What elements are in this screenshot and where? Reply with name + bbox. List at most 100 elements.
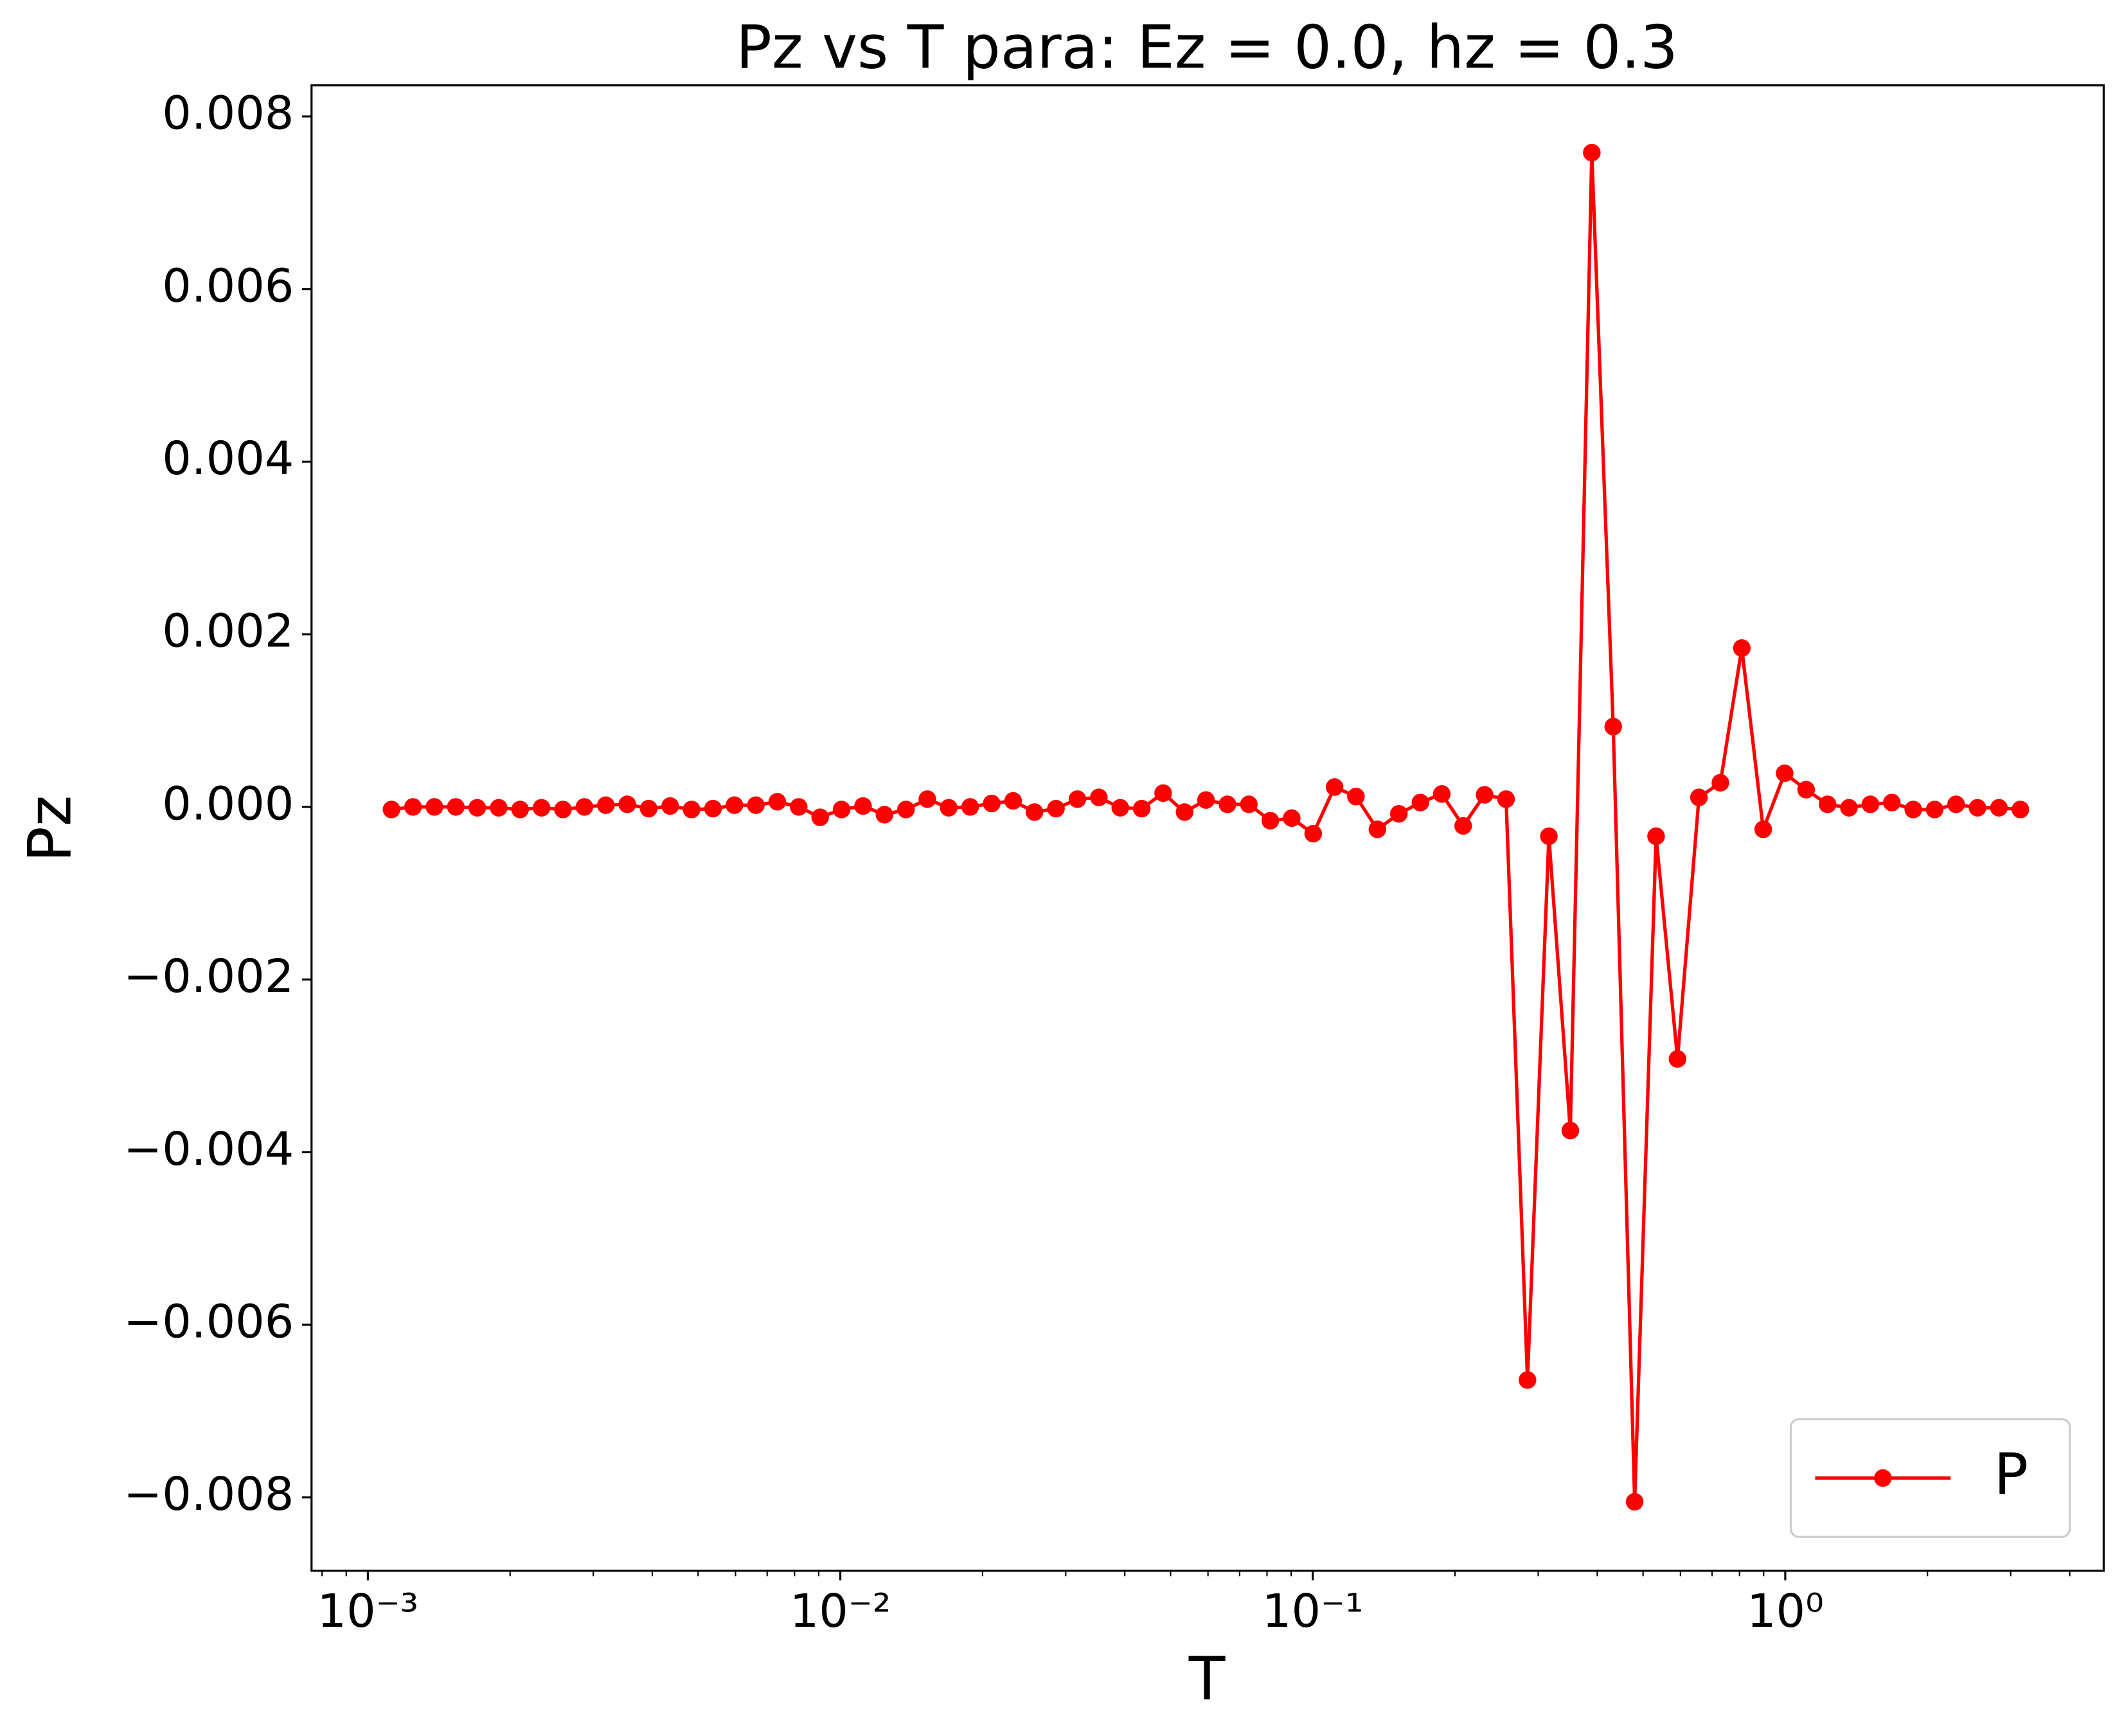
data-point — [1454, 817, 1472, 835]
data-point — [875, 806, 893, 824]
x-tick-label: 10⁻³ — [317, 1584, 419, 1638]
data-point — [404, 798, 422, 816]
data-point — [1861, 795, 1880, 813]
data-point — [1347, 788, 1365, 806]
data-point — [468, 799, 486, 817]
data-point — [1154, 784, 1172, 802]
y-tick-label: 0.000 — [162, 776, 294, 830]
y-tick-label: −0.008 — [123, 1467, 294, 1521]
data-point — [639, 799, 658, 818]
data-point — [1240, 795, 1258, 813]
y-tick-label: −0.006 — [123, 1295, 294, 1349]
data-point — [1476, 786, 1494, 804]
data-point — [490, 799, 508, 817]
x-tick-label: 10⁻¹ — [1262, 1584, 1364, 1638]
data-point — [1283, 809, 1301, 828]
data-point — [1540, 827, 1558, 846]
data-point — [1047, 799, 1065, 818]
y-tick-label: 0.004 — [162, 431, 294, 485]
data-point — [961, 798, 979, 816]
data-point — [1754, 820, 1772, 838]
legend-marker — [1874, 1469, 1892, 1487]
data-point — [747, 796, 765, 814]
data-point — [1175, 803, 1193, 821]
data-point — [790, 798, 808, 816]
data-point — [1025, 803, 1044, 821]
data-point — [1561, 1122, 1580, 1140]
legend: P — [1789, 1418, 2071, 1538]
series-line — [391, 150, 2021, 1504]
x-tick-label: 10⁰ — [1747, 1584, 1824, 1638]
data-point — [1925, 801, 1944, 819]
data-point — [1068, 790, 1087, 808]
data-point — [1883, 793, 1901, 811]
data-point — [1132, 799, 1151, 818]
data-point — [1668, 1050, 1686, 1068]
data-point — [1904, 801, 1922, 819]
data-point — [1004, 792, 1022, 810]
y-tick-label: 0.002 — [162, 604, 294, 658]
y-tick-label: 0.008 — [162, 86, 294, 140]
data-point — [1432, 785, 1451, 803]
data-point — [1197, 791, 1215, 809]
data-point — [1819, 795, 1837, 813]
data-point — [1519, 1371, 1537, 1389]
data-point — [1604, 718, 1622, 736]
data-point — [1990, 799, 2008, 817]
data-point — [940, 799, 958, 817]
data-point — [1411, 793, 1429, 811]
y-tick-label: −0.002 — [123, 949, 294, 1003]
data-point — [1840, 799, 1858, 817]
data-point — [447, 798, 465, 816]
x-tick-label: 10⁻² — [790, 1584, 891, 1638]
data-point — [704, 799, 722, 818]
data-point — [1690, 788, 1708, 806]
data-point — [511, 801, 529, 819]
data-point — [618, 795, 636, 813]
data-point — [1261, 811, 1280, 830]
data-point — [897, 801, 915, 819]
data-point — [854, 797, 872, 815]
data-point — [382, 801, 400, 819]
data-point — [683, 801, 701, 819]
data-point — [1711, 774, 1729, 792]
data-point — [1218, 795, 1236, 813]
chart-title: Pz vs T para: Ez = 0.0, hz = 0.3 — [736, 12, 1678, 82]
data-point — [596, 796, 615, 814]
data-point — [1497, 790, 1515, 808]
data-point — [1583, 143, 1601, 162]
data-point — [811, 808, 829, 826]
y-tick-label: 0.006 — [162, 258, 294, 312]
data-point — [1090, 788, 1108, 806]
data-point — [768, 793, 787, 811]
data-point — [1647, 827, 1665, 846]
x-axis-label: T — [1188, 1644, 1226, 1714]
data-point — [918, 790, 936, 808]
data-point — [1368, 820, 1386, 838]
data-point — [1389, 804, 1408, 823]
data-point — [983, 794, 1001, 813]
plot-frame — [310, 84, 2105, 1572]
legend-label: P — [1994, 1441, 2028, 1507]
data-point — [726, 796, 744, 814]
data-point — [425, 798, 443, 816]
data-point — [1733, 639, 1751, 657]
data-point — [1947, 795, 1965, 813]
data-point — [1111, 799, 1129, 817]
data-point — [1968, 799, 1986, 817]
data-point — [1325, 778, 1344, 796]
data-point — [532, 799, 551, 817]
data-point — [1776, 764, 1794, 783]
y-axis-label: Pz — [15, 795, 85, 863]
data-point — [1797, 781, 1816, 799]
data-point — [1625, 1492, 1644, 1511]
y-tick-label: −0.004 — [123, 1122, 294, 1176]
data-point — [2012, 801, 2030, 819]
data-point — [554, 801, 572, 819]
data-point — [575, 798, 594, 816]
data-point — [661, 797, 679, 815]
data-point — [832, 801, 851, 819]
data-point — [1304, 824, 1323, 843]
